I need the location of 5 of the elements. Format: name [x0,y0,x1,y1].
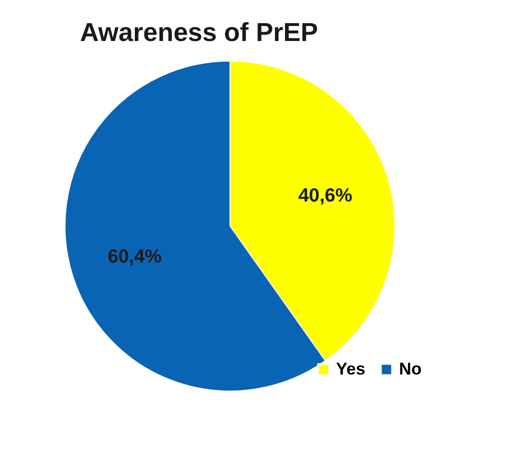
legend-label: No [399,360,422,379]
data-label: 40,6% [298,186,352,207]
chart-title: Awareness of PrEP [80,17,318,47]
data-label: 60,4% [108,246,162,268]
legend-label: Yes [336,360,366,379]
